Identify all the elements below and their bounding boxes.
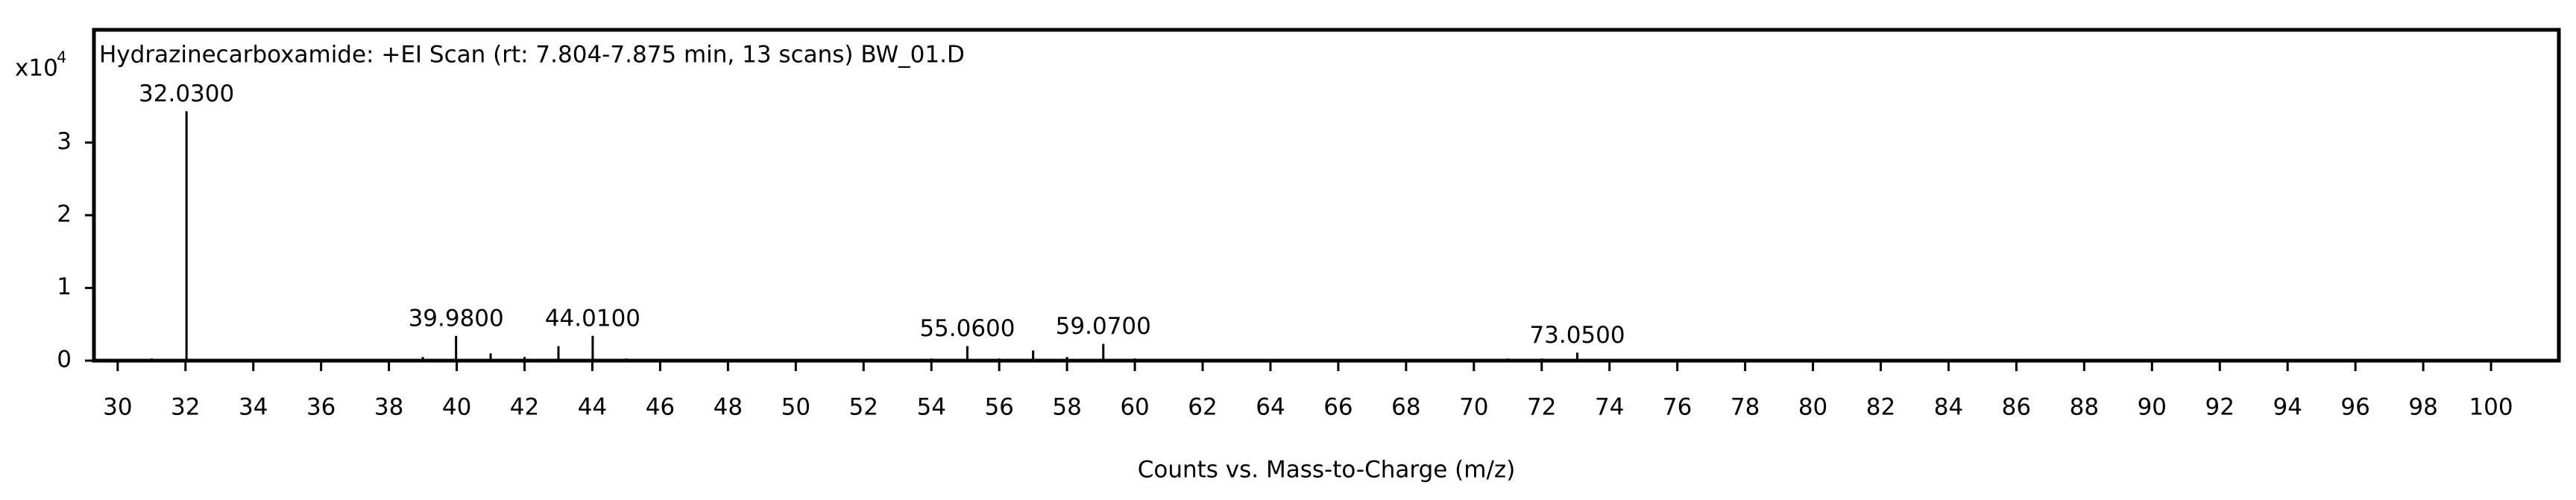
x-tick-label: 52 (849, 394, 878, 421)
x-tick-label: 32 (171, 394, 200, 421)
x-tick-label: 46 (646, 394, 675, 421)
y-tick-label: 1 (57, 273, 72, 300)
x-tick-label: 40 (442, 394, 471, 421)
x-tick-label: 72 (1527, 394, 1556, 421)
x-tick-label: 44 (578, 394, 607, 421)
peak-label: 44.0100 (545, 305, 640, 332)
peak-label: 32.0300 (139, 80, 234, 107)
y-tick-label: 0 (57, 346, 72, 373)
y-tick-label: 2 (57, 200, 72, 227)
peak-label: 73.0500 (1529, 322, 1625, 349)
x-tick-label: 68 (1391, 394, 1420, 421)
x-axis-label: Counts vs. Mass-to-Charge (m/z) (1138, 457, 1516, 484)
x-tick-label: 48 (714, 394, 743, 421)
x-tick-label: 34 (239, 394, 268, 421)
x-tick-label: 56 (984, 394, 1013, 421)
x-tick-label: 42 (510, 394, 539, 421)
chart-title: Hydrazinecarboxamide: +EI Scan (rt: 7.80… (99, 42, 965, 69)
x-tick-label: 84 (1934, 394, 1963, 421)
x-tick-label: 74 (1595, 394, 1624, 421)
x-tick-label: 96 (2340, 394, 2369, 421)
peak-label: 39.9800 (409, 305, 504, 332)
x-tick-label: 94 (2273, 394, 2302, 421)
x-tick-label: 36 (306, 394, 336, 421)
peak-label: 55.0600 (919, 315, 1015, 342)
x-tick-label: 66 (1323, 394, 1352, 421)
x-tick-label: 76 (1663, 394, 1692, 421)
x-tick-label: 38 (374, 394, 403, 421)
x-tick-label: 64 (1256, 394, 1285, 421)
x-tick-label: 82 (1866, 394, 1895, 421)
x-tick-label: 58 (1052, 394, 1081, 421)
x-tick-label: 90 (2138, 394, 2167, 421)
x-tick-label: 30 (103, 394, 132, 421)
x-tick-label: 98 (2408, 394, 2437, 421)
x-tick-label: 86 (2002, 394, 2031, 421)
x-tick-label: 100 (2469, 394, 2513, 421)
y-multiplier-exponent: 4 (57, 48, 66, 66)
y-multiplier-base: x10 (15, 55, 58, 82)
x-tick-label: 70 (1459, 394, 1488, 421)
x-tick-label: 60 (1120, 394, 1149, 421)
x-tick-label: 78 (1731, 394, 1760, 421)
x-tick-label: 88 (2070, 394, 2099, 421)
x-tick-label: 80 (1798, 394, 1827, 421)
y-tick-label: 3 (57, 128, 72, 155)
x-tick-label: 50 (781, 394, 810, 421)
x-tick-label: 62 (1188, 394, 1217, 421)
x-tick-label: 92 (2205, 394, 2235, 421)
x-tick-label: 54 (916, 394, 945, 421)
peak-label: 59.0700 (1056, 313, 1151, 340)
